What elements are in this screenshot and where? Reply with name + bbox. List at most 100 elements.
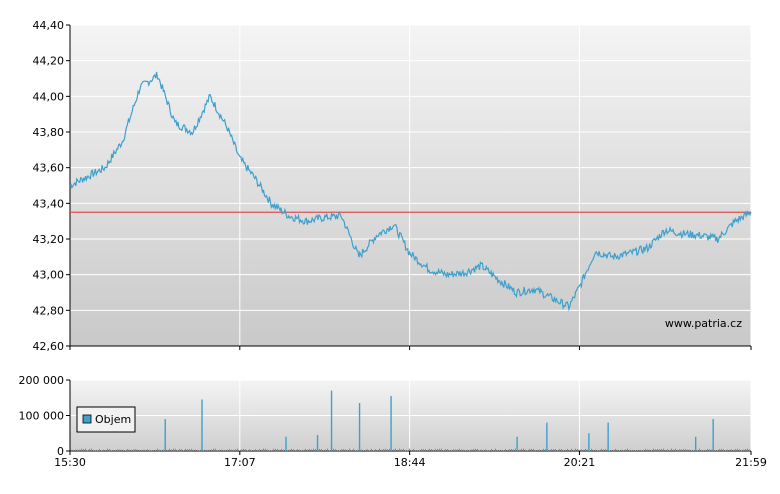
volume-bar (621, 450, 622, 451)
volume-bar (659, 449, 660, 451)
volume-bar (741, 450, 742, 451)
volume-bar (167, 450, 168, 451)
volume-bar (671, 449, 672, 451)
volume-bar (115, 450, 116, 451)
volume-bar (599, 450, 600, 451)
volume-bar (411, 450, 412, 451)
volume-bar (445, 449, 446, 451)
volume-bar (497, 450, 498, 451)
volume-bar (653, 449, 654, 451)
volume-bar (449, 450, 450, 451)
volume-bar (343, 449, 344, 451)
volume-bar (633, 450, 634, 451)
volume-bar (355, 450, 356, 451)
volume-bar (691, 450, 692, 451)
volume-bar (353, 449, 354, 451)
volume-bar (421, 449, 422, 451)
price-tick-label: 43,80 (33, 126, 65, 139)
volume-bar (487, 450, 488, 451)
volume-bar (279, 450, 280, 451)
volume-bar (709, 449, 710, 451)
volume-bar (567, 449, 568, 451)
volume-bar (397, 450, 398, 451)
volume-bar (475, 449, 476, 451)
volume-bar (171, 450, 172, 451)
volume-bar (665, 450, 666, 451)
volume-bar (255, 449, 256, 451)
time-tick-label: 17:07 (224, 456, 256, 469)
volume-bar (409, 449, 410, 451)
volume-bar (603, 449, 604, 451)
volume-bar (75, 450, 76, 451)
volume-bar (183, 450, 184, 451)
volume-bar (443, 450, 444, 451)
volume-bar (71, 450, 72, 451)
volume-bar (427, 450, 428, 451)
volume-bar (437, 449, 438, 451)
volume-bar (685, 449, 686, 451)
volume-bar (351, 450, 352, 451)
volume-bar (239, 450, 240, 451)
volume-bar (647, 450, 648, 451)
volume-bar (483, 450, 484, 451)
volume-bar (549, 450, 550, 451)
volume-bar (175, 449, 176, 451)
volume-bar (447, 449, 448, 451)
volume-bar (121, 450, 122, 451)
volume-bar (335, 449, 336, 451)
volume-bar (153, 450, 154, 451)
price-tick-label: 43,20 (33, 233, 65, 246)
volume-bar (591, 449, 592, 451)
time-tick-label: 18:44 (394, 456, 426, 469)
volume-bar (712, 419, 713, 451)
volume-bar (577, 449, 578, 451)
volume-bar (189, 449, 190, 451)
volume-bar (95, 450, 96, 451)
volume-bar (615, 449, 616, 451)
volume-bar (747, 449, 748, 451)
volume-bar (431, 449, 432, 451)
volume-legend: Objem (77, 407, 135, 432)
volume-bar (607, 423, 608, 451)
volume-bar (81, 449, 82, 451)
volume-bar (399, 449, 400, 451)
volume-bar (179, 449, 180, 451)
volume-bar (219, 450, 220, 451)
volume-bar (205, 450, 206, 451)
volume-bar (467, 450, 468, 451)
volume-bar (263, 449, 264, 451)
volume-bar (637, 450, 638, 451)
volume-bar (99, 449, 100, 451)
volume-bar (623, 450, 624, 451)
volume-bar (585, 449, 586, 451)
volume-bar (531, 449, 532, 451)
volume-bar (433, 450, 434, 451)
volume-bar (131, 450, 132, 451)
volume-bar (173, 449, 174, 451)
volume-bar (465, 450, 466, 451)
volume-bar (515, 449, 516, 451)
volume-bar (201, 400, 202, 451)
volume-bar (143, 450, 144, 451)
price-tick-label: 44,00 (33, 90, 65, 103)
volume-bar (539, 450, 540, 451)
volume-bar (727, 450, 728, 451)
volume-bar (233, 450, 234, 451)
volume-bar (639, 450, 640, 451)
volume-bar (323, 450, 324, 451)
volume-bar (657, 449, 658, 451)
volume-bar (485, 449, 486, 451)
volume-bar (551, 449, 552, 451)
volume-bar (629, 450, 630, 451)
volume-bar (327, 449, 328, 451)
volume-bar (413, 449, 414, 451)
volume-bar (743, 450, 744, 451)
volume-bar (627, 449, 628, 451)
volume-bar (271, 450, 272, 451)
volume-bar (181, 449, 182, 451)
volume-bar (325, 450, 326, 451)
volume-bar (477, 449, 478, 451)
volume-bar (479, 450, 480, 451)
volume-bar (281, 449, 282, 451)
volume-bar (457, 449, 458, 451)
